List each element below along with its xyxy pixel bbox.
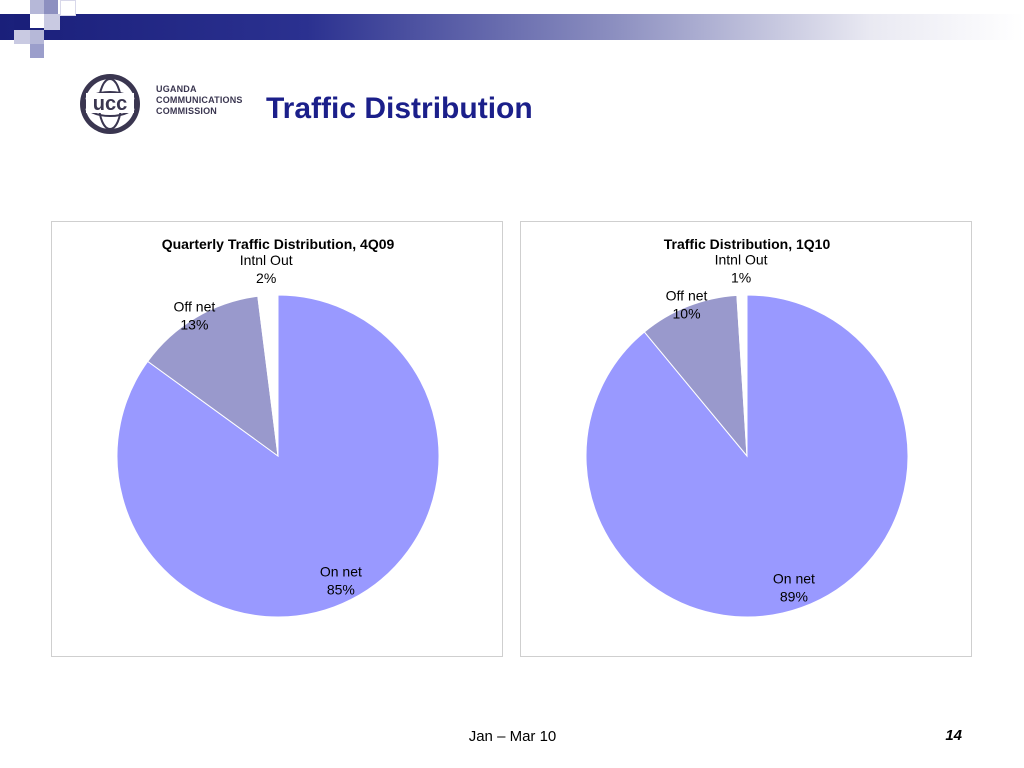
pie-slice-label: On net [773,570,815,586]
pie-slice-label: Intnl Out [240,252,293,268]
pie-slice-value-label: 2% [256,270,276,286]
decor-square-lavender [44,14,60,30]
pie-chart-1q10: Traffic Distribution, 1Q10 On net 89% Off … [585,236,909,618]
pie-slice-value-label: 13% [180,317,208,333]
decor-square-white [60,0,76,16]
pie-slice-label: Off net [174,299,216,315]
logo-line-3: COMMISSION [156,106,218,116]
chart-frame-4q09: Quarterly Traffic Distribution, 4Q09 On … [51,221,503,657]
chart-frame-1q10: Traffic Distribution, 1Q10 On net 89% Off … [520,221,972,657]
chart-title: Quarterly Traffic Distribution, 4Q09 [162,236,395,252]
header-gradient-band [0,14,1024,40]
pie-slice-label: On net [320,563,362,579]
pie-slice-label: Off net [666,287,708,303]
pie-slice-value-label: 85% [327,581,355,597]
decor-square-navy [14,14,30,30]
logo-line-2: COMMUNICATIONS [156,95,243,105]
logo-mark-text: ucc [93,93,127,115]
logo-wordmark: UGANDA COMMUNICATIONS COMMISSION [156,84,266,117]
decor-square-lavender [44,0,58,14]
pie-slice-value-label: 10% [673,305,701,321]
page-number: 14 [945,727,962,744]
pie-slice-off-net [643,294,748,458]
decor-square-white [30,14,44,28]
logo-line-1: UGANDA [156,84,197,94]
decor-square-lavender [14,30,30,44]
footer-date: Jan – Mar 10 [468,728,557,745]
slide-title: Traffic Distribution [266,92,533,125]
pie-chart-4q09: Quarterly Traffic Distribution, 4Q09 On … [116,236,440,618]
decor-square-lavender [30,30,44,44]
decor-square-lavender [30,44,44,58]
chart-title: Traffic Distribution, 1Q10 [664,236,831,252]
pie-slice-off-net [147,295,279,458]
decor-square-lavender [30,0,44,14]
pie-slice-intnl-out [736,294,748,457]
pie-slice-intnl-out [257,294,279,457]
pie-slice-value-label: 1% [731,270,751,286]
pie-slice-value-label: 89% [780,588,808,604]
ucc-logo: ucc UGANDA COMMUNICATIONS COMMISSION [72,72,254,136]
pie-slice-label: Intnl Out [715,252,768,268]
ucc-globe-icon: ucc [80,74,140,134]
